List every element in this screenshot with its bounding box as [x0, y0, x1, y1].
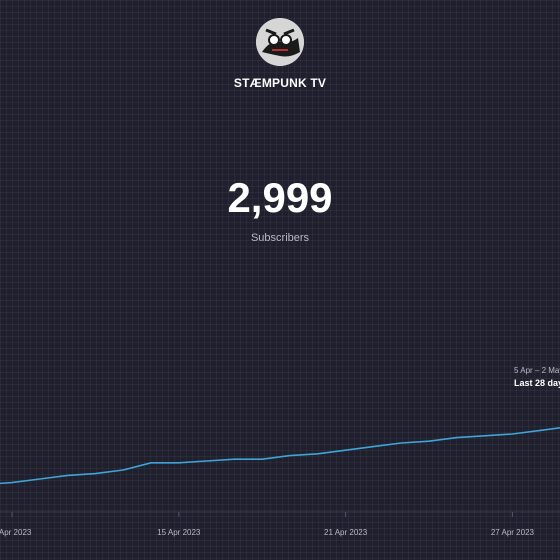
channel-avatar[interactable]: [256, 18, 304, 66]
date-range: 5 Apr – 2 May: [514, 366, 560, 375]
channel-logo-icon: [256, 18, 304, 66]
x-tick-label: 15 Apr 2023: [157, 528, 201, 537]
subscriber-count: 2,999: [227, 174, 333, 221]
x-tick-label: 9 Apr 2023: [0, 528, 32, 537]
x-tick-label: 27 Apr 2023: [491, 528, 535, 537]
channel-name: STÆMPUNK TV: [233, 76, 327, 90]
x-tick-label: 21 Apr 2023: [324, 528, 368, 537]
subscriber-label: Subscribers: [250, 232, 310, 244]
range-label: Last 28 days: [514, 378, 560, 388]
x-axis-ticks: 9 Apr 2023 15 Apr 2023 21 Apr 2023 27 Apr 2…: [0, 512, 535, 537]
series-line-subscribers: [0, 427, 560, 485]
